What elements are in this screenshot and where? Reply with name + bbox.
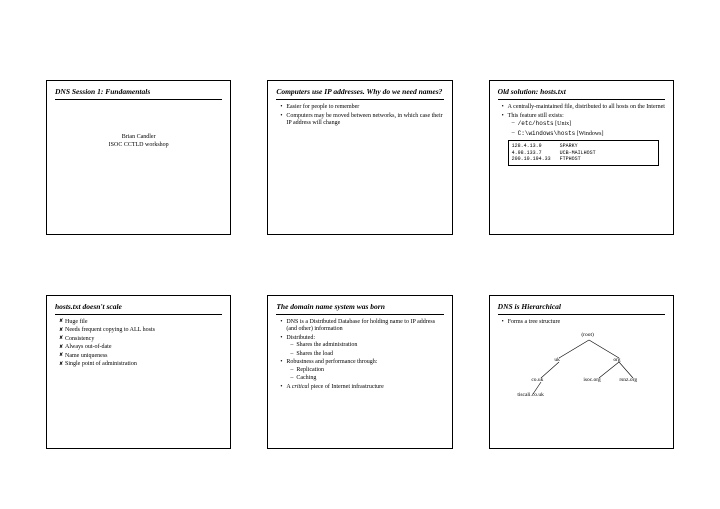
bullet-item: Easier for people to remember <box>280 104 443 112</box>
tree-node-couk: co.uk <box>531 377 543 384</box>
x-list: Huge file Needs frequent copying to ALL … <box>59 319 222 369</box>
x-item: Consistency <box>59 336 222 344</box>
hosts-code-box: 128.4.13.9 SPARKY 4.98.133.7 UCB-MAILHOS… <box>508 140 659 166</box>
bullet-text: Distributed: <box>286 335 315 341</box>
code-path: /etc/hosts <box>518 120 554 127</box>
bullet-list: Easier for people to remember Computers … <box>280 104 443 128</box>
sub-item: Shares the administration <box>290 342 443 350</box>
slide-6: DNS is Hierarchical Forms a tree structu… <box>489 295 674 450</box>
tree-node-uk: uk <box>554 357 560 364</box>
tree-node-tiscali: tiscali.co.uk <box>517 392 544 399</box>
os-label: [Windows] <box>575 131 603 137</box>
slide-title: hosts.txt doesn't scale <box>55 302 222 315</box>
slide-4: hosts.txt doesn't scale Huge file Needs … <box>46 295 231 450</box>
x-item: Always out-of-date <box>59 344 222 352</box>
bullet-item: DNS is a Distributed Database for holdin… <box>280 319 443 334</box>
bullet-item: A critical piece of Internet infrastruct… <box>280 384 443 392</box>
bullet-item: Robustness and performance through: Repl… <box>280 359 443 383</box>
author-block: Brian Candler ISOC CCTLD workshop <box>55 134 222 149</box>
author-org: ISOC CCTLD workshop <box>55 142 222 150</box>
slide-title: DNS Session 1: Fundamentals <box>55 87 222 100</box>
author-name: Brian Candler <box>55 134 222 142</box>
slide-title: The domain name system was born <box>276 302 443 315</box>
slide-1: DNS Session 1: Fundamentals Brian Candle… <box>46 80 231 235</box>
bullet-item: Computers may be moved between networks,… <box>280 113 443 128</box>
sub-list: /etc/hosts [Unix] C:\windows\hosts [Wind… <box>512 120 665 138</box>
tree-node-isocorg: isoc.org <box>583 377 600 384</box>
tree-node-rsnzorg: rsnz.org <box>619 377 637 384</box>
slide-5: The domain name system was born DNS is a… <box>267 295 452 450</box>
sub-item: Shares the load <box>290 351 443 359</box>
bullet-item: A centrally-maintained file, distributed… <box>502 104 665 112</box>
sub-item: Caching <box>290 375 443 383</box>
tree-edges <box>521 330 641 400</box>
text-emphasis: critical <box>292 384 309 390</box>
x-item: Single point of administration <box>59 361 222 369</box>
slide-2: Computers use IP addresses. Why do we ne… <box>267 80 452 235</box>
os-label: [Unix] <box>554 121 572 127</box>
slide-grid: DNS Session 1: Fundamentals Brian Candle… <box>0 0 720 509</box>
sub-item: /etc/hosts [Unix] <box>512 120 665 129</box>
text-part: piece of Internet infrastructure <box>309 384 384 390</box>
x-item: Name uniqueness <box>59 353 222 361</box>
bullet-list: Forms a tree structure <box>502 319 665 327</box>
bullet-item: This feature still exists: /etc/hosts [U… <box>502 113 665 139</box>
sub-list: Shares the administration Shares the loa… <box>290 342 443 358</box>
bullet-list: DNS is a Distributed Database for holdin… <box>280 319 443 392</box>
sub-item: C:\windows\hosts [Windows] <box>512 130 665 139</box>
tree-diagram: (root) uk org co.uk isoc.org rsnz.org ti… <box>521 330 641 400</box>
slide-title: Computers use IP addresses. Why do we ne… <box>276 87 443 100</box>
bullet-item: Distributed: Shares the administration S… <box>280 335 443 359</box>
x-item: Huge file <box>59 319 222 327</box>
bullet-list: A centrally-maintained file, distributed… <box>502 104 665 138</box>
bullet-item: Forms a tree structure <box>502 319 665 327</box>
slide-title: DNS is Hierarchical <box>498 302 665 315</box>
sub-list: Replication Caching <box>290 367 443 383</box>
x-item: Needs frequent copying to ALL hosts <box>59 327 222 335</box>
tree-node-org: org <box>613 357 620 364</box>
bullet-text: This feature still exists: <box>508 113 564 119</box>
slide-title: Old solution: hosts.txt <box>498 87 665 100</box>
slide-3: Old solution: hosts.txt A centrally-main… <box>489 80 674 235</box>
bullet-text: Robustness and performance through: <box>286 359 377 365</box>
code-path: C:\windows\hosts <box>518 130 576 137</box>
sub-item: Replication <box>290 367 443 375</box>
tree-node-root: (root) <box>581 332 594 339</box>
